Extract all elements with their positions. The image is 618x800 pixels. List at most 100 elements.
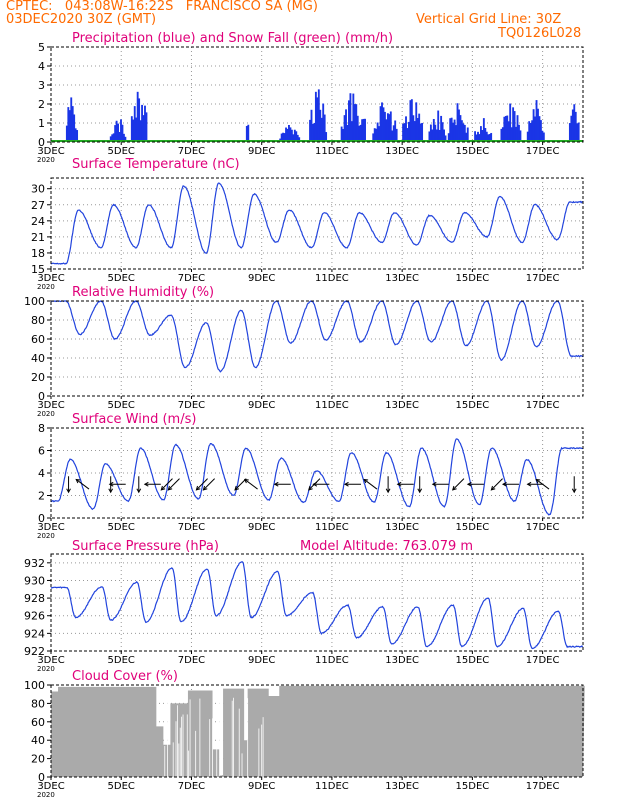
precip-bar <box>535 100 538 142</box>
year-mark: 2020 <box>37 283 55 291</box>
precip-bar <box>438 129 441 142</box>
precip-bar <box>541 130 544 142</box>
precip-bar <box>428 131 431 142</box>
wind-arrow <box>244 479 258 490</box>
precip-bar <box>466 127 469 142</box>
precip-bar <box>247 124 250 142</box>
precip-bar <box>453 119 456 142</box>
precip-bar <box>437 110 440 142</box>
x-tick-label: 13DEC <box>385 400 419 411</box>
precip-bar <box>443 129 445 142</box>
y-tick-label: 20 <box>31 753 45 766</box>
precip-bar <box>403 123 406 142</box>
x-tick-label: 15DEC <box>456 522 490 533</box>
precip-bar <box>413 121 416 142</box>
precip-bar <box>322 103 325 142</box>
precip-bar <box>482 118 485 142</box>
x-tick-label: 17DEC <box>526 146 560 157</box>
y-tick-label: 924 <box>24 627 45 640</box>
x-tick-label: 17DEC <box>526 522 560 533</box>
precip-bar <box>434 124 437 142</box>
precip-bar <box>459 115 462 142</box>
precip-bar <box>389 111 392 142</box>
y-tick-label: 2 <box>38 490 45 503</box>
precip-bar <box>488 134 491 142</box>
precip-bar <box>506 115 509 142</box>
model-altitude: Model Altitude: 763.079 m <box>300 539 473 554</box>
panel-title: Surface Wind (m/s) <box>72 412 196 427</box>
precip-bar <box>359 124 362 142</box>
precip-bar <box>410 99 413 142</box>
precip-bar <box>65 125 68 142</box>
precip-bar <box>373 128 376 142</box>
y-tick-label: 0 <box>38 771 45 784</box>
precip-bar <box>130 116 133 142</box>
precip-bar <box>295 131 298 142</box>
precip-bar <box>358 125 361 142</box>
series-line <box>50 438 583 516</box>
y-tick-label: 1 <box>38 117 45 130</box>
wind-arrow-head <box>108 488 114 494</box>
precip-bar <box>465 132 468 142</box>
precip-bar <box>474 131 477 142</box>
y-tick-label: 40 <box>31 352 45 365</box>
precip-bar <box>452 122 455 142</box>
panel-3 <box>47 300 584 399</box>
precip-bar <box>463 124 466 142</box>
wind-arrow-head <box>75 478 81 484</box>
x-tick-label: 3DEC <box>37 146 64 157</box>
precip-bar <box>487 134 490 142</box>
precip-bar <box>144 105 146 142</box>
x-tick-label: 3DEC <box>37 522 64 533</box>
wind-arrow <box>167 478 180 491</box>
precip-bar <box>288 124 290 142</box>
precip-bar <box>485 131 488 142</box>
x-tick-label: 3DEC <box>37 655 64 666</box>
wind-arrow-head <box>431 481 437 487</box>
wind-arrow <box>196 478 208 491</box>
precip-bar <box>509 103 512 142</box>
precip-bar <box>112 133 115 142</box>
wind-arrow-head <box>490 485 496 491</box>
y-tick-label: 2 <box>38 98 45 111</box>
wind-arrow-head <box>396 481 402 487</box>
x-tick-label: 5DEC <box>108 522 135 533</box>
precip-bar <box>245 125 248 142</box>
precip-bar <box>479 126 482 142</box>
precip-bar <box>519 130 522 142</box>
precip-bar <box>67 107 70 142</box>
precip-bar <box>576 123 579 142</box>
x-tick-label: 11DEC <box>315 400 349 411</box>
x-tick-label: 17DEC <box>526 273 560 284</box>
panel-1 <box>47 46 584 145</box>
wind-arrow-head <box>108 481 114 487</box>
precip-bar <box>515 126 517 142</box>
x-tick-label: 7DEC <box>178 400 205 411</box>
y-tick-label: 20 <box>31 371 45 384</box>
precip-bar <box>534 116 536 142</box>
x-tick-label: 13DEC <box>385 655 419 666</box>
x-tick-label: 7DEC <box>178 781 205 792</box>
x-tick-label: 3DEC <box>37 273 64 284</box>
precip-bar <box>518 124 520 142</box>
x-tick-label: 9DEC <box>248 522 275 533</box>
precip-bar <box>283 133 286 142</box>
precip-bar <box>309 119 311 142</box>
precip-bar <box>412 115 415 142</box>
precip-bar <box>501 127 504 142</box>
precip-bar <box>440 115 443 142</box>
precip-bar <box>450 117 453 142</box>
wind-arrow-head <box>234 485 240 491</box>
x-tick-label: 13DEC <box>385 781 419 792</box>
x-tick-label: 17DEC <box>526 781 560 792</box>
panel-2 <box>47 177 584 272</box>
wind-arrow-head <box>202 485 208 491</box>
x-tick-label: 17DEC <box>526 400 560 411</box>
wind-arrow-head <box>535 478 541 484</box>
precip-bar <box>298 137 301 142</box>
precip-bar <box>124 136 127 142</box>
precip-bar <box>405 116 407 142</box>
precip-bar <box>323 114 326 142</box>
precip-bar <box>342 129 345 142</box>
precip-bar <box>475 134 478 142</box>
